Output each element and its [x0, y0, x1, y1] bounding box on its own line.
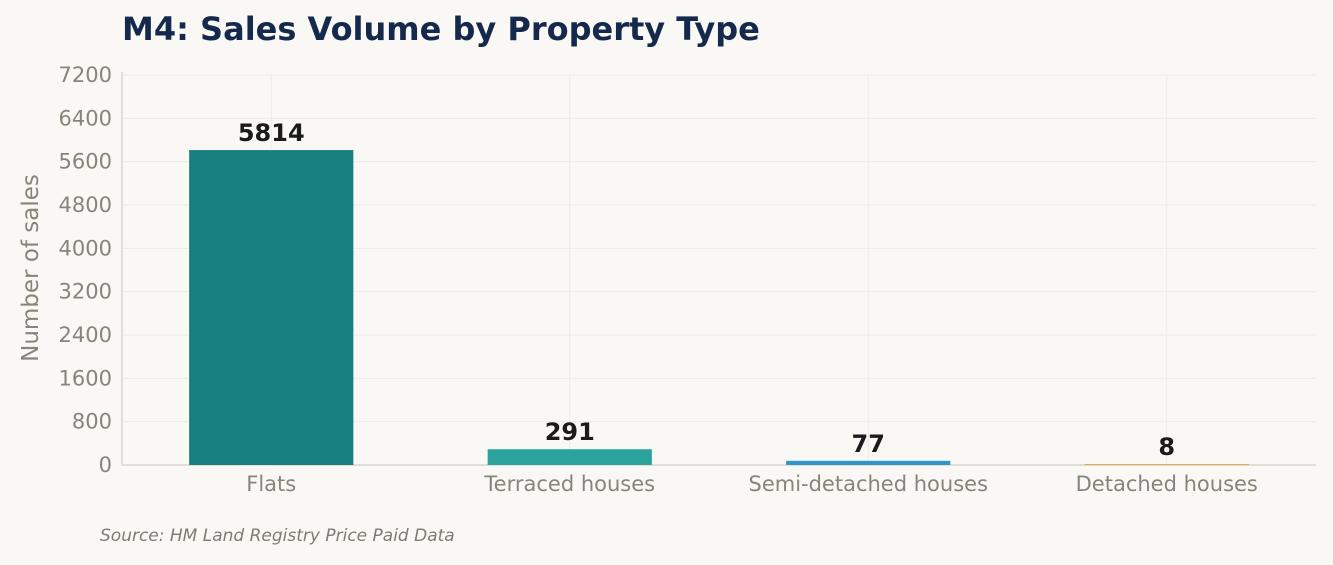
source-note: Source: HM Land Registry Price Paid Data: [100, 526, 455, 546]
y-tick-label: 2400: [59, 323, 112, 347]
bar-value-label: 8: [1158, 433, 1175, 461]
y-tick-label: 0: [99, 453, 112, 477]
x-tick-label: Flats: [246, 472, 296, 496]
y-tick-label: 800: [72, 410, 112, 434]
bars: [189, 150, 1249, 465]
y-tick-label: 5600: [59, 150, 112, 174]
y-tick-label: 4800: [59, 193, 112, 217]
bar: [786, 460, 951, 465]
x-tick-label: Terraced houses: [483, 472, 655, 496]
y-tick-label: 3200: [59, 280, 112, 304]
data-labels: 5814 291 77 8: [238, 119, 1175, 461]
y-axis-label: Number of sales: [18, 174, 44, 362]
bar-chart: 5814 291 77 8 0 800 1600 2400 3200 4000 4800 5600 6…: [18, 63, 1316, 496]
x-tick-label: Semi-detached houses: [748, 472, 988, 496]
y-tick-label: 6400: [59, 106, 112, 130]
bar: [189, 150, 354, 465]
bar-value-label: 291: [545, 418, 595, 446]
x-tick-label: Detached houses: [1076, 472, 1258, 496]
bar: [1084, 464, 1249, 465]
chart-title: M4: Sales Volume by Property Type: [122, 10, 760, 48]
tick-labels: 0 800 1600 2400 3200 4000 4800 5600 6400 7200 Flat…: [59, 63, 1258, 496]
bar-value-label: 5814: [238, 119, 305, 147]
y-tick-label: 7200: [59, 63, 112, 87]
y-tick-label: 4000: [59, 236, 112, 260]
bar: [487, 449, 652, 465]
y-tick-label: 1600: [59, 366, 112, 390]
bar-value-label: 77: [852, 430, 885, 458]
